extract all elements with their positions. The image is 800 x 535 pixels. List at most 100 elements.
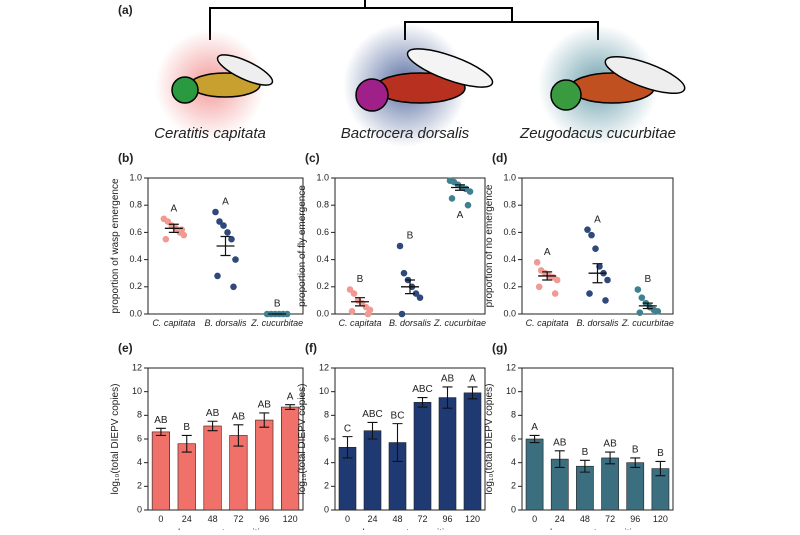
x-tick-label: 120 xyxy=(653,514,668,524)
data-point xyxy=(466,188,474,195)
significance-letter: B xyxy=(644,274,651,285)
error-bar xyxy=(355,297,365,307)
data-point xyxy=(551,290,559,297)
x-tick-label: Z. cucurbitae xyxy=(621,318,674,328)
plot-frame xyxy=(147,367,304,511)
bar xyxy=(576,465,594,511)
x-tick-label: 48 xyxy=(208,514,218,524)
y-tick-label: 0.0 xyxy=(316,308,329,318)
x-tick-label: 96 xyxy=(259,514,269,524)
data-point xyxy=(412,290,420,297)
y-tick-label: 8 xyxy=(511,410,516,420)
panel-a: (a) Ceratitis capitata Bactrocera dorsal… xyxy=(118,0,686,147)
data-point xyxy=(636,309,644,316)
y-tick-label: 0.0 xyxy=(129,308,142,318)
data-point xyxy=(228,235,235,243)
data-point xyxy=(212,208,219,216)
error-bar xyxy=(655,460,666,477)
bar xyxy=(255,419,274,511)
panel-label: (b) xyxy=(118,151,133,165)
x-tick-label: C. capitata xyxy=(338,318,381,328)
error-bar xyxy=(630,457,641,468)
y-tick-label: 1.0 xyxy=(316,172,329,182)
data-point xyxy=(604,276,611,284)
x-tick-label: 24 xyxy=(182,514,192,524)
y-tick-label: 12 xyxy=(506,362,516,372)
panel-label: (g) xyxy=(492,341,507,355)
bar xyxy=(463,392,482,511)
bar xyxy=(525,438,544,511)
x-tick-label: 72 xyxy=(417,514,427,524)
error-bar xyxy=(579,459,590,473)
significance-letter: ABC xyxy=(412,384,433,395)
x-tick-label: B. dorsalis xyxy=(576,318,619,328)
error-bar xyxy=(285,404,296,410)
y-tick-label: 0.4 xyxy=(503,254,516,264)
y-axis-label: log₁₀(total DIEPV copies) xyxy=(110,384,121,495)
data-point xyxy=(654,307,662,315)
fly-illustrations xyxy=(155,23,686,147)
significance-letter: B xyxy=(407,231,414,242)
significance-letter: B xyxy=(274,299,281,310)
y-axis-label: log₁₀(total DIEPV copies) xyxy=(297,384,308,495)
y-tick-label: 2 xyxy=(511,481,516,491)
x-tick-label: B. dorsalis xyxy=(389,318,432,328)
y-tick-label: 10 xyxy=(319,386,329,396)
error-bar xyxy=(259,412,270,428)
error-bar xyxy=(542,271,553,281)
data-point xyxy=(214,272,221,280)
x-tick-label: 48 xyxy=(392,514,402,524)
data-point xyxy=(448,195,456,202)
y-tick-label: 2 xyxy=(137,481,142,491)
data-point xyxy=(216,218,223,225)
y-tick-label: 6 xyxy=(137,433,142,443)
bar xyxy=(177,443,196,511)
significance-letter: A xyxy=(594,214,601,225)
significance-letter: B xyxy=(632,445,639,456)
error-bar xyxy=(367,421,378,440)
error-bar xyxy=(605,451,616,465)
y-tick-label: 0.6 xyxy=(129,227,142,237)
data-point xyxy=(535,283,543,291)
significance-letter: B xyxy=(582,447,589,458)
plot-frame xyxy=(521,367,674,511)
data-point xyxy=(232,256,239,263)
y-tick-label: 0.4 xyxy=(316,254,329,264)
x-tick-label: 48 xyxy=(580,514,590,524)
x-tick-label: 96 xyxy=(630,514,640,524)
data-point xyxy=(220,222,227,229)
significance-letter: A xyxy=(469,374,476,385)
significance-letter: A xyxy=(287,391,294,402)
error-bar xyxy=(392,423,403,463)
x-tick-label: B. dorsalis xyxy=(204,318,247,328)
y-tick-label: 4 xyxy=(511,457,516,467)
data-point xyxy=(164,218,172,225)
y-tick-label: 12 xyxy=(132,362,142,372)
y-tick-label: 0.2 xyxy=(316,281,329,291)
bar xyxy=(203,425,222,511)
data-point xyxy=(602,297,609,304)
data-point xyxy=(398,310,406,318)
error-bar xyxy=(155,427,166,436)
species-name: Bactrocera dorsalis xyxy=(341,125,470,142)
bar xyxy=(151,431,170,511)
significance-letter: AB xyxy=(206,408,220,419)
plot-frame xyxy=(334,177,486,315)
significance-letter: A xyxy=(170,203,177,214)
significance-letter: A xyxy=(531,422,538,433)
bar xyxy=(363,430,382,511)
y-tick-label: 8 xyxy=(324,410,329,420)
x-tick-label: C. capitata xyxy=(152,318,195,328)
significance-letter: A xyxy=(457,210,464,221)
bar xyxy=(438,397,457,511)
y-tick-label: 2 xyxy=(324,481,329,491)
x-tick-label: 0 xyxy=(158,514,163,524)
species-name: Ceratitis capitata xyxy=(154,125,266,142)
y-tick-label: 12 xyxy=(319,362,329,372)
y-axis-label: proportion of wasp emergence xyxy=(110,178,121,314)
significance-letter: AB xyxy=(232,411,246,422)
significance-letter: AB xyxy=(154,415,168,426)
plot-frame xyxy=(334,367,486,511)
error-bar xyxy=(342,436,353,459)
